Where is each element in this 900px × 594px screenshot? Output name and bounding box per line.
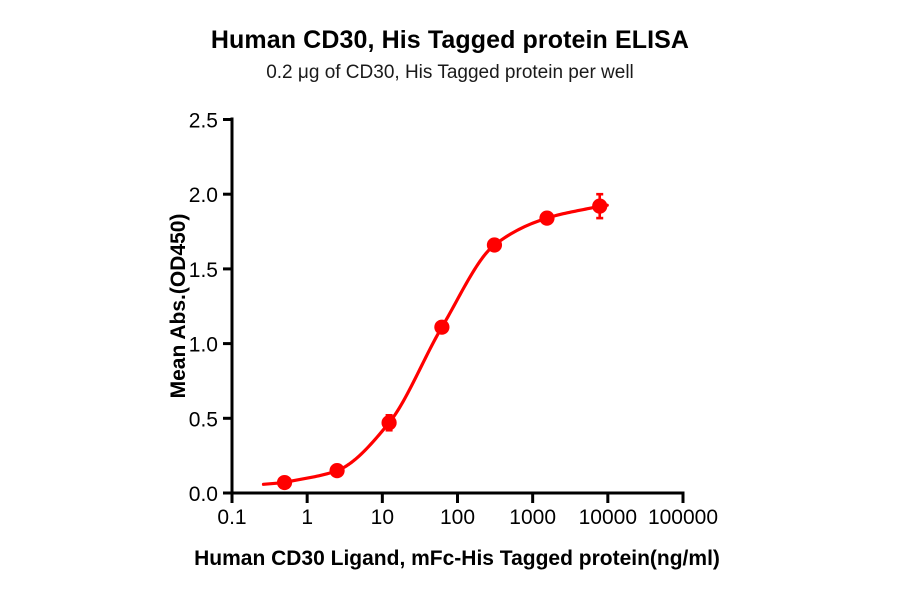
y-tick-label-2.0: 2.0	[189, 184, 218, 207]
x-tick-label-100: 100	[440, 506, 475, 529]
error-bars-group	[281, 192, 604, 487]
x-axis-title: Human CD30 Ligand, mFc-His Tagged protei…	[194, 547, 720, 570]
y-axis-ticks	[223, 118, 232, 495]
x-tick-label-1000: 1000	[509, 506, 556, 529]
data-point-marker	[486, 237, 503, 253]
y-tick-label-1.5: 1.5	[189, 259, 218, 282]
x-tick-label-10000: 10000	[579, 506, 637, 529]
data-point-marker	[434, 319, 450, 335]
data-point-marker	[276, 474, 293, 491]
y-tick-label-0.0: 0.0	[189, 483, 218, 506]
y-axis-tick-labels: 0.0 0.5 1.0 1.5 2.0 2.5	[189, 110, 218, 507]
x-tick-label-10: 10	[371, 506, 394, 529]
data-series-group	[261, 192, 609, 491]
data-point-marker	[381, 415, 397, 431]
x-axis-tick-labels: 0.1 1 10 100 1000 10000 100000	[217, 506, 718, 529]
chart-title: Human CD30, His Tagged protein ELISA	[210, 26, 690, 54]
x-tick-label-0.1: 0.1	[217, 506, 246, 529]
data-point-marker	[539, 210, 555, 226]
x-tick-label-1: 1	[301, 506, 313, 529]
y-axis-title: Mean Abs.(OD450)	[167, 214, 190, 399]
chart-subtitle: 0.2 μg of CD30, His Tagged protein per w…	[266, 62, 634, 83]
data-point-marker	[592, 198, 608, 214]
data-point-markers	[276, 198, 608, 491]
data-point-marker	[329, 462, 345, 479]
x-tick-label-100000: 100000	[648, 506, 718, 529]
axes-group: 0.0 0.5 1.0 1.5 2.0 2.5 0.1 1 10 100 1000 10000 100…	[189, 110, 718, 530]
y-tick-label-0.5: 0.5	[189, 408, 218, 431]
x-axis-ticks	[230, 493, 685, 503]
fit-curve	[261, 203, 609, 486]
y-tick-label-1.0: 1.0	[189, 334, 218, 357]
y-tick-label-2.5: 2.5	[189, 110, 218, 133]
